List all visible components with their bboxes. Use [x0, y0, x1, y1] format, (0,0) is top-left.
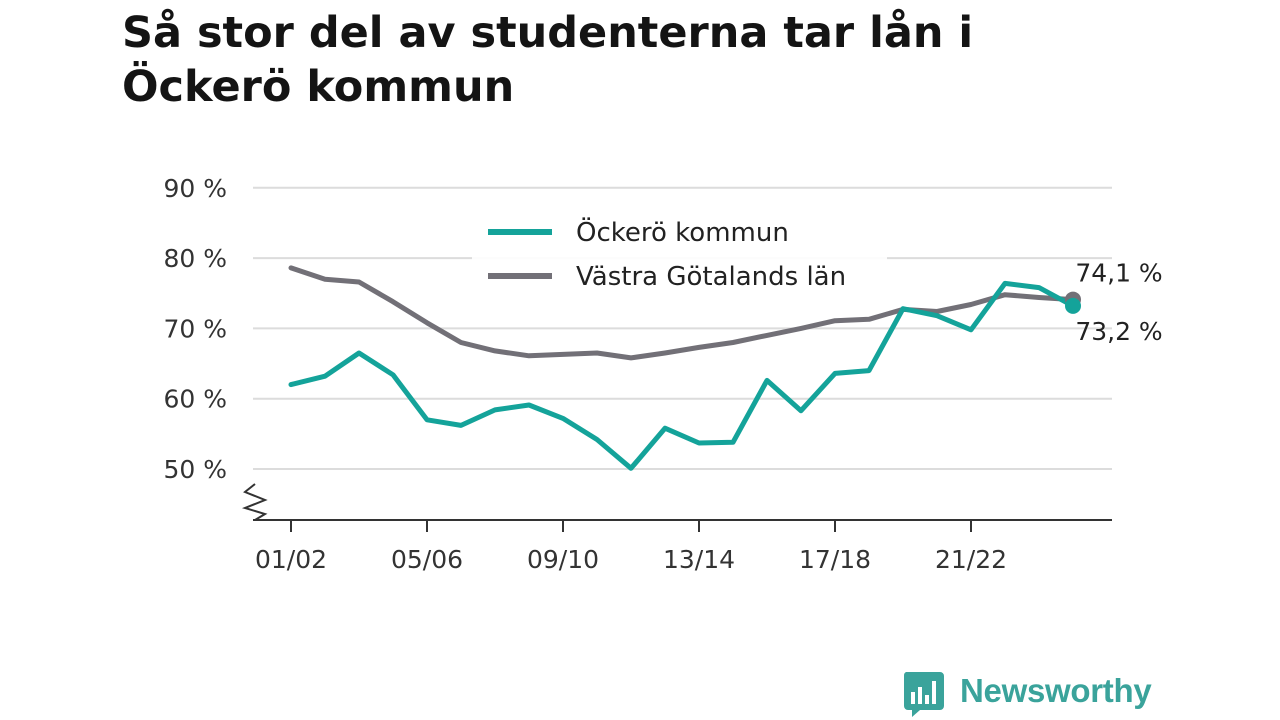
chart-title: Så stor del av studenterna tar lån i Öck… — [122, 8, 974, 112]
y-tick-label: 60 % — [163, 385, 227, 414]
x-tick-label: 05/06 — [391, 545, 463, 574]
y-tick-labels: 50 % 60 % 70 % 80 % 90 % — [163, 174, 227, 484]
axes — [241, 483, 1112, 521]
legend: Öckerö kommun Västra Götalands län — [472, 210, 887, 306]
y-tick-label: 50 % — [163, 455, 227, 484]
end-labels: 74,1 % 73,2 % — [1075, 259, 1162, 346]
x-tick-label: 01/02 — [255, 545, 327, 574]
legend-label: Västra Götalands län — [576, 262, 846, 292]
newsworthy-logo-text: Newsworthy — [960, 672, 1152, 709]
line-chart: 50 % 60 % 70 % 80 % 90 % 01/02 05/06 09/10 13/1… — [163, 174, 1162, 574]
newsworthy-logo: Newsworthy — [902, 670, 1162, 718]
x-tick-label: 09/10 — [527, 545, 599, 574]
series-lines — [288, 265, 1081, 471]
x-tick-label: 21/22 — [935, 545, 1007, 574]
y-tick-label: 80 % — [163, 244, 227, 273]
x-tick-label: 13/14 — [663, 545, 735, 574]
series-line — [288, 265, 1076, 361]
x-tick-labels: 01/02 05/06 09/10 13/14 17/18 21/22 — [255, 520, 1007, 574]
y-tick-label: 90 % — [163, 174, 227, 203]
newsworthy-logo-icon — [903, 672, 944, 717]
x-tick-label: 17/18 — [799, 545, 871, 574]
end-label: 73,2 % — [1075, 317, 1162, 346]
series-line — [288, 280, 1076, 471]
y-tick-label: 70 % — [163, 314, 227, 343]
axis-break-icon — [241, 483, 268, 521]
legend-background — [472, 210, 887, 306]
series-end-point — [1065, 297, 1081, 314]
legend-label: Öckerö kommun — [576, 216, 789, 248]
end-label: 74,1 % — [1075, 259, 1162, 288]
